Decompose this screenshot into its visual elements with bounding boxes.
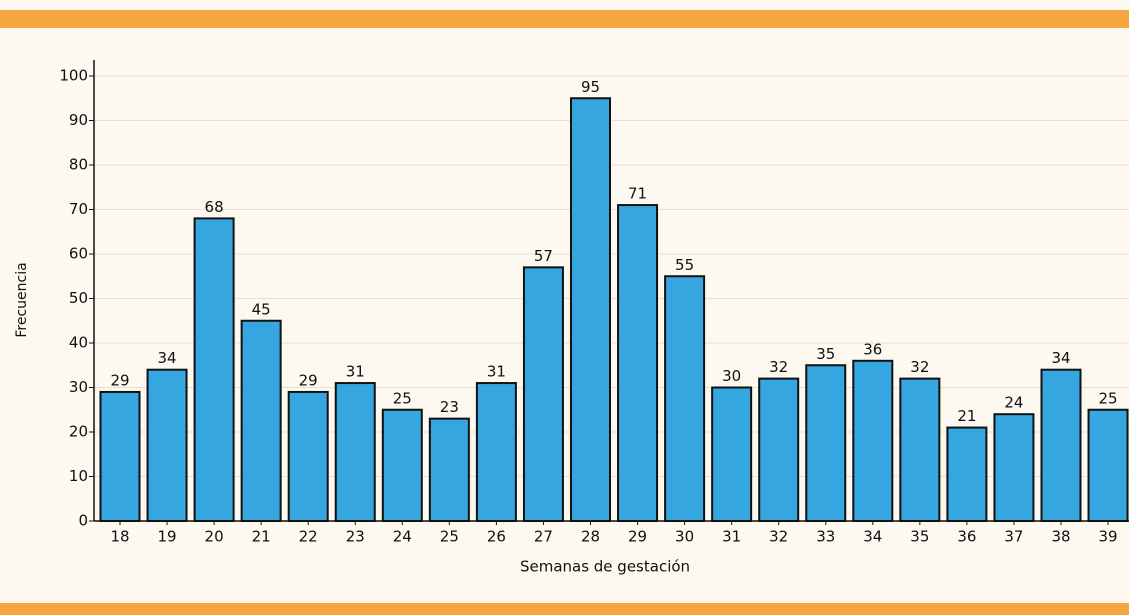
value-label: 24 bbox=[1004, 394, 1023, 412]
x-tick-label: 36 bbox=[957, 528, 976, 546]
value-label: 71 bbox=[628, 185, 647, 203]
y-tick-label: 100 bbox=[59, 67, 88, 85]
bar bbox=[805, 364, 847, 522]
value-label: 31 bbox=[346, 363, 365, 381]
bar bbox=[758, 377, 800, 522]
value-label: 34 bbox=[1051, 349, 1070, 367]
bar bbox=[1087, 408, 1129, 522]
y-tick-label: 90 bbox=[69, 111, 88, 129]
x-tick-label: 31 bbox=[722, 528, 741, 546]
bar bbox=[711, 386, 753, 522]
x-tick-label: 29 bbox=[628, 528, 647, 546]
y-tick-label: 50 bbox=[69, 289, 88, 307]
x-tick-label: 27 bbox=[534, 528, 553, 546]
x-tick-label: 23 bbox=[346, 528, 365, 546]
x-tick-label: 24 bbox=[393, 528, 412, 546]
y-tick-label: 40 bbox=[69, 334, 88, 352]
bar bbox=[428, 417, 470, 522]
x-tick-label: 33 bbox=[816, 528, 835, 546]
bar bbox=[617, 204, 659, 523]
y-tick-label: 60 bbox=[69, 245, 88, 263]
value-label: 68 bbox=[205, 198, 224, 216]
bar bbox=[240, 319, 282, 522]
y-tick-label: 80 bbox=[69, 156, 88, 174]
value-label: 25 bbox=[1099, 389, 1118, 407]
x-tick-label: 22 bbox=[299, 528, 318, 546]
bar bbox=[1040, 368, 1082, 523]
bar bbox=[99, 390, 141, 523]
bar bbox=[664, 275, 706, 522]
y-tick-label: 20 bbox=[69, 423, 88, 441]
y-axis-label: Frecuencia bbox=[14, 262, 30, 337]
value-label: 31 bbox=[487, 363, 506, 381]
x-tick-label: 39 bbox=[1099, 528, 1118, 546]
value-label: 35 bbox=[816, 345, 835, 363]
value-label: 23 bbox=[440, 398, 459, 416]
value-label: 32 bbox=[769, 358, 788, 376]
value-label: 36 bbox=[863, 340, 882, 358]
x-tick-label: 21 bbox=[252, 528, 271, 546]
value-label: 21 bbox=[957, 407, 976, 425]
bar bbox=[570, 97, 611, 522]
x-tick-label: 37 bbox=[1004, 528, 1023, 546]
bar bbox=[146, 368, 188, 523]
x-tick-label: 30 bbox=[675, 528, 694, 546]
y-tick-label: 70 bbox=[69, 200, 88, 218]
plot-area: 0 10 20 30 40 50 60 70 80 90 100 29 18 34 19 68 20 45 21 29… bbox=[59, 60, 1129, 546]
value-label: 30 bbox=[722, 367, 741, 385]
bar bbox=[381, 408, 423, 522]
x-tick-label: 18 bbox=[110, 528, 129, 546]
value-label: 45 bbox=[252, 300, 271, 318]
x-tick-label: 28 bbox=[581, 528, 600, 546]
y-tick-label: 30 bbox=[69, 378, 88, 396]
value-label: 29 bbox=[299, 371, 318, 389]
x-tick-label: 20 bbox=[205, 528, 224, 546]
x-tick-label: 35 bbox=[910, 528, 929, 546]
x-tick-label: 34 bbox=[863, 528, 882, 546]
bar bbox=[475, 382, 517, 522]
x-tick-label: 38 bbox=[1051, 528, 1070, 546]
bar bbox=[993, 413, 1035, 523]
value-label: 29 bbox=[110, 371, 129, 389]
y-tick-label: 10 bbox=[69, 467, 88, 485]
bar bbox=[287, 390, 329, 523]
bar bbox=[193, 217, 235, 522]
value-label: 32 bbox=[910, 358, 929, 376]
x-axis-label: Semanas de gestación bbox=[520, 558, 690, 576]
value-label: 57 bbox=[534, 247, 553, 265]
x-tick-label: 26 bbox=[487, 528, 506, 546]
x-tick-label: 32 bbox=[769, 528, 788, 546]
value-label: 34 bbox=[158, 349, 177, 367]
x-tick-label: 25 bbox=[440, 528, 459, 546]
top-band bbox=[0, 10, 1129, 28]
bar bbox=[899, 377, 941, 522]
bar bbox=[334, 382, 376, 522]
x-tick-label: 19 bbox=[158, 528, 177, 546]
value-label: 55 bbox=[675, 256, 694, 274]
bar bbox=[852, 359, 894, 522]
y-tick-label: 0 bbox=[78, 512, 88, 530]
bottom-band bbox=[0, 603, 1129, 615]
bar bbox=[946, 426, 988, 522]
value-label: 25 bbox=[393, 389, 412, 407]
value-label: 95 bbox=[581, 78, 600, 96]
bar bbox=[522, 266, 564, 522]
